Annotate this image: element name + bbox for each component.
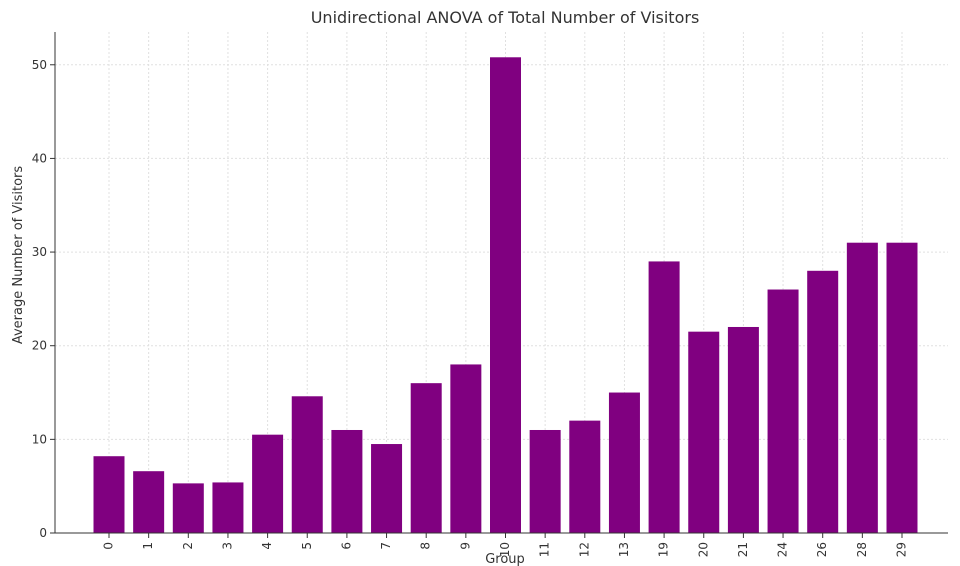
- x-tick-label: 8: [419, 542, 433, 550]
- x-axis-label: Group: [485, 552, 525, 566]
- bar-group-12: [569, 420, 601, 533]
- x-tick-label: 4: [260, 542, 274, 550]
- bar-group-29: [886, 242, 918, 533]
- x-tick-label: 29: [895, 542, 909, 557]
- x-tick-label: 19: [657, 542, 671, 557]
- x-tick-label: 7: [379, 542, 393, 550]
- x-tick-label: 1: [141, 542, 155, 550]
- bar-group-1: [133, 471, 165, 533]
- y-tick-label: 40: [32, 151, 47, 165]
- x-tick-label: 12: [577, 542, 591, 557]
- x-tick-label: 3: [220, 542, 234, 550]
- y-tick-label: 20: [32, 339, 47, 353]
- bar-group-2: [172, 483, 204, 533]
- bar-group-11: [529, 429, 561, 533]
- x-tick-label: 13: [617, 542, 631, 557]
- bar-group-4: [252, 434, 284, 533]
- bar-group-19: [648, 261, 680, 533]
- bar-group-0: [93, 456, 125, 533]
- x-tick-label: 6: [339, 542, 353, 550]
- x-tick-label: 5: [300, 542, 314, 550]
- bar-group-6: [331, 429, 363, 533]
- bar-group-24: [767, 289, 799, 533]
- bar-group-7: [371, 444, 403, 533]
- chart-title: Unidirectional ANOVA of Total Number of …: [311, 8, 700, 27]
- x-tick-label: 10: [498, 542, 512, 557]
- bars-layer: [93, 57, 918, 533]
- x-tick-label: 21: [736, 542, 750, 557]
- bar-group-20: [688, 331, 720, 533]
- x-tick-label: 26: [815, 542, 829, 557]
- x-tick-label: 24: [776, 542, 790, 557]
- x-tick-label: 2: [181, 542, 195, 550]
- bar-group-5: [291, 396, 323, 533]
- bar-group-3: [212, 482, 244, 533]
- bar-group-28: [846, 242, 878, 533]
- bar-group-9: [450, 364, 482, 533]
- x-tick-label: 9: [458, 542, 472, 550]
- bar-group-13: [608, 392, 640, 533]
- y-tick-label: 50: [32, 58, 47, 72]
- y-tick-label: 10: [32, 432, 47, 446]
- y-tick-label: 30: [32, 245, 47, 259]
- x-tick-label: 28: [855, 542, 869, 557]
- bar-group-10: [490, 57, 521, 533]
- y-axis-label: Average Number of Visitors: [11, 166, 26, 345]
- bar-group-26: [807, 270, 839, 533]
- x-tick-label: 11: [538, 542, 552, 557]
- x-tick-label: 20: [696, 542, 710, 557]
- bar-group-8: [410, 383, 442, 533]
- axes-layer: [54, 32, 948, 534]
- y-tick-label: 0: [39, 526, 47, 540]
- x-tick-label: 0: [102, 542, 116, 550]
- bar-group-21: [727, 326, 759, 533]
